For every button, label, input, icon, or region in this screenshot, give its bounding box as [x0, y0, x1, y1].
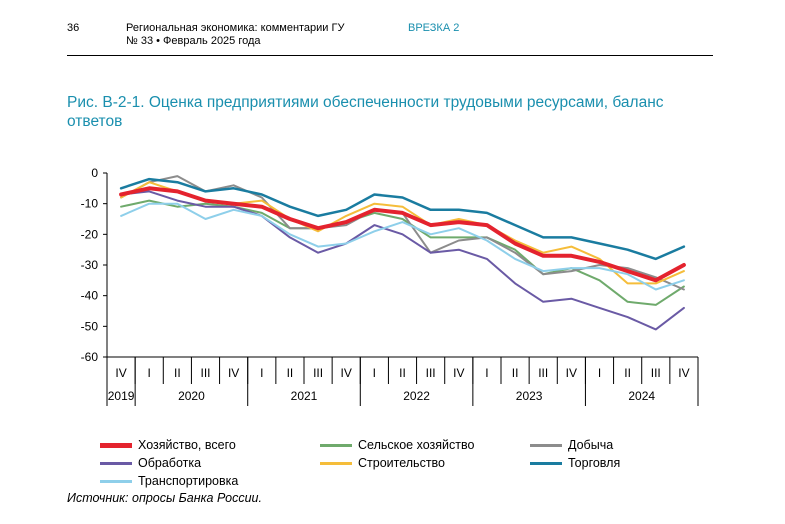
quarter-label: IV [453, 366, 464, 380]
page-number: 36 [67, 22, 80, 34]
year-label: 2021 [291, 389, 318, 403]
source-note: Источник: опросы Банка России. [67, 491, 262, 505]
chart-legend: Хозяйство, всего Сельское хозяйство Добыча… [100, 437, 700, 489]
legend-label: Обработка [138, 456, 202, 470]
publication-title-line1: Региональная экономика: комментарии ГУ [126, 22, 345, 34]
year-label: 2019 [108, 389, 135, 403]
quarter-label: I [485, 366, 488, 380]
legend-swatch [320, 461, 352, 465]
series-line-2 [120, 175, 685, 291]
year-label: 2023 [516, 389, 543, 403]
legend-swatch [100, 479, 132, 483]
quarter-label: III [200, 366, 210, 380]
year-label: 2022 [403, 389, 430, 403]
legend-item: Сельское хозяйство [320, 437, 474, 453]
publication-title: Региональная экономика: комментарии ГУ №… [126, 22, 396, 48]
year-label: 2020 [178, 389, 205, 403]
legend-swatch [100, 461, 132, 465]
quarter-label: II [399, 366, 406, 380]
quarter-label: I [148, 366, 151, 380]
quarter-label: III [313, 366, 323, 380]
quarter-label: III [538, 366, 548, 380]
quarter-label: II [624, 366, 631, 380]
legend-label: Хозяйство, всего [138, 438, 236, 452]
y-tick-label: -60 [81, 350, 99, 364]
series-line-3 [120, 190, 685, 331]
legend-label: Сельское хозяйство [358, 438, 475, 452]
quarter-label: II [174, 366, 181, 380]
quarter-label: IV [678, 366, 689, 380]
quarter-label: II [287, 366, 294, 380]
legend-swatch [320, 443, 352, 447]
quarter-label: III [426, 366, 436, 380]
legend-label: Торговля [568, 456, 621, 470]
y-tick-label: -30 [81, 258, 99, 272]
legend-item: Торговля [530, 455, 620, 471]
quarter-label: III [651, 366, 661, 380]
legend-item: Добыча [530, 437, 613, 453]
y-tick-label: 0 [91, 166, 98, 180]
legend-item: Транспортировка [100, 473, 238, 489]
legend-swatch [530, 443, 562, 447]
y-tick-label: -10 [81, 197, 99, 211]
legend-item: Хозяйство, всего [100, 437, 236, 453]
series-line-0 [119, 186, 686, 283]
series-line-1 [120, 199, 685, 306]
legend-item: Строительство [320, 455, 445, 471]
legend-label: Транспортировка [138, 474, 239, 488]
legend-item: Обработка [100, 455, 201, 471]
y-tick-label: -50 [81, 319, 99, 333]
quarter-label: IV [566, 366, 577, 380]
legend-swatch [530, 461, 562, 465]
figure-title: Рис. В-2-1. Оценка предприятиями обеспеч… [67, 94, 664, 130]
series-line-5 [119, 177, 686, 261]
legend-label: Добыча [568, 438, 614, 452]
series-line-6 [120, 202, 685, 291]
y-tick-label: -40 [81, 289, 99, 303]
legend-label: Строительство [358, 456, 445, 470]
legend-swatch [100, 442, 132, 448]
year-label: 2024 [628, 389, 655, 403]
quarter-label: I [598, 366, 601, 380]
y-tick-label: -20 [81, 227, 99, 241]
header-divider [67, 55, 713, 56]
quarter-label: IV [341, 366, 352, 380]
quarter-label: II [512, 366, 519, 380]
quarter-label: I [260, 366, 263, 380]
quarter-label: I [373, 366, 376, 380]
quarter-label: IV [228, 366, 239, 380]
quarter-label: IV [115, 366, 126, 380]
publication-title-line2: № 33 • Февраль 2025 года [126, 35, 261, 47]
inset-label: ВРЕЗКА 2 [408, 22, 460, 34]
